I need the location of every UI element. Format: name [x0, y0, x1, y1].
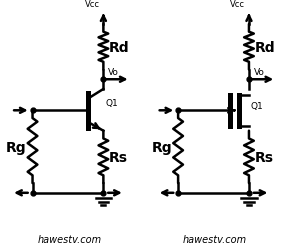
Text: Rs: Rs	[255, 150, 274, 164]
Text: Q1: Q1	[251, 102, 264, 111]
Text: hawestv.com: hawestv.com	[183, 234, 247, 244]
Text: Rg: Rg	[152, 140, 172, 154]
Text: Rd: Rd	[255, 41, 275, 54]
Text: hawestv.com: hawestv.com	[37, 234, 102, 244]
Text: Vo: Vo	[254, 68, 265, 77]
Text: Q1: Q1	[105, 99, 118, 108]
Text: Vcc: Vcc	[230, 1, 245, 9]
Text: Vo: Vo	[108, 68, 119, 77]
Text: Vcc: Vcc	[85, 1, 99, 9]
Text: Rd: Rd	[109, 41, 130, 54]
Text: Rs: Rs	[109, 150, 128, 164]
Text: Rg: Rg	[6, 140, 27, 154]
